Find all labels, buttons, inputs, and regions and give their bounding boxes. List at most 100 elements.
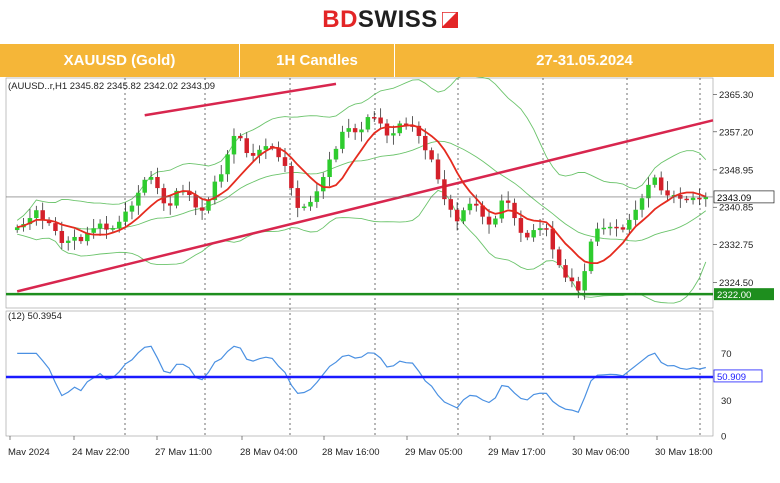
candle-body-100 — [652, 177, 658, 185]
candle-body-15 — [110, 228, 116, 230]
candle-body-36 — [244, 138, 249, 154]
candle-body-35 — [238, 135, 243, 139]
candle-body-22 — [155, 177, 160, 189]
candle-body-64 — [423, 135, 428, 151]
candle-body-42 — [282, 157, 288, 166]
candle-body-82 — [537, 228, 543, 231]
candle-body-75 — [493, 218, 498, 225]
rsi-label: (12) 50.3954 — [8, 311, 62, 322]
time-label-5: 29 Mav 05:00 — [405, 447, 463, 458]
candle-body-93 — [607, 226, 613, 229]
moving-average-line — [16, 124, 707, 264]
rsi-tick-label-3: 0 — [721, 432, 726, 443]
candle-body-90 — [588, 241, 594, 272]
candle-body-39 — [263, 146, 269, 150]
candle-body-53 — [352, 128, 358, 133]
chart-header-bar: XAUUSD (Gold) 1H Candles 27-31.05.2024 — [0, 44, 775, 77]
price-tick-label-3: 2340.85 — [719, 203, 753, 214]
rsi-panel-frame — [5, 310, 714, 437]
candle-body-28 — [193, 195, 198, 208]
candle-body-3 — [34, 210, 39, 219]
candle-body-60 — [397, 123, 402, 134]
candle-body-72 — [474, 203, 479, 206]
candle-body-58 — [384, 123, 390, 136]
candle-body-74 — [486, 216, 492, 225]
candle-body-101 — [658, 177, 664, 191]
candle-body-17 — [123, 211, 128, 222]
main-panel-frame — [5, 77, 714, 309]
candle-body-12 — [91, 228, 96, 233]
time-label-2: 27 Mav 11:00 — [155, 447, 212, 458]
candle-body-16 — [116, 221, 122, 229]
candle-body-27 — [187, 190, 192, 195]
rsi-current-box — [713, 369, 763, 383]
candle-body-55 — [365, 117, 371, 130]
candle-body-106 — [690, 197, 696, 201]
time-label-1: 24 Mav 22:00 — [72, 447, 130, 458]
candle-body-38 — [257, 149, 262, 156]
candle-body-8 — [65, 240, 71, 243]
candle-body-19 — [136, 192, 141, 206]
candle-body-88 — [576, 281, 581, 291]
bollinger-upper-band — [16, 77, 707, 221]
bollinger-lower-band — [17, 189, 707, 304]
candle-body-51 — [340, 131, 345, 149]
time-label-8: 30 Mav 18:00 — [655, 447, 713, 458]
candle-body-46 — [308, 201, 313, 207]
rsi-line — [17, 345, 706, 413]
candle-body-24 — [167, 203, 173, 206]
time-label-4: 28 Mav 16:00 — [322, 447, 380, 458]
candle-body-48 — [321, 177, 326, 192]
candle-body-41 — [276, 147, 281, 158]
candle-body-92 — [601, 227, 607, 230]
price-tick-label-2: 2348.95 — [719, 165, 753, 176]
logo-mark-icon — [441, 12, 458, 28]
price-tick-label-1: 2357.20 — [719, 127, 753, 138]
candle-body-23 — [161, 188, 167, 204]
header-timeframe: 1H Candles — [240, 44, 395, 77]
candle-body-96 — [627, 219, 632, 230]
rsi-current-label: 50.909 — [717, 372, 746, 383]
candle-body-76 — [499, 200, 505, 219]
candle-body-31 — [212, 181, 218, 201]
candle-body-67 — [442, 179, 447, 200]
candle-body-105 — [684, 198, 689, 201]
time-label-0: Mav 2024 — [8, 447, 50, 458]
candle-body-20 — [142, 179, 147, 193]
candle-body-87 — [569, 277, 575, 282]
candle-body-32 — [218, 174, 224, 182]
candle-body-37 — [250, 153, 256, 156]
price-tick-label-5: 2324.50 — [719, 278, 753, 289]
candle-body-6 — [53, 223, 58, 231]
candle-body-65 — [429, 150, 434, 160]
candle-body-98 — [639, 198, 645, 210]
time-label-6: 29 Mav 17:00 — [488, 447, 546, 458]
candle-body-50 — [333, 148, 339, 160]
candle-body-33 — [225, 154, 230, 175]
candle-body-43 — [289, 165, 294, 189]
logo-swiss: SWISS — [357, 6, 438, 33]
candle-body-11 — [85, 232, 90, 242]
candle-body-18 — [129, 205, 135, 212]
candle-body-68 — [448, 199, 453, 210]
current-price-box — [713, 190, 775, 204]
rsi-tick-label-0: 70 — [721, 349, 732, 360]
logo-bd: BD — [322, 6, 358, 33]
candle-body-49 — [327, 159, 332, 178]
time-label-7: 30 Mav 06:00 — [572, 447, 630, 458]
candle-body-77 — [505, 200, 511, 203]
candle-body-10 — [78, 236, 84, 242]
candle-body-95 — [620, 227, 626, 230]
candle-body-91 — [595, 228, 600, 242]
candle-body-99 — [646, 184, 651, 199]
candle-body-9 — [72, 236, 77, 241]
candle-body-25 — [174, 190, 179, 206]
candle-body-34 — [231, 135, 237, 155]
chart-info-line: (AUUSD..r,H1 2345.82 2345.82 2342.02 234… — [8, 81, 215, 92]
candle-body-13 — [97, 223, 103, 229]
candle-body-56 — [372, 117, 377, 119]
candle-body-97 — [633, 209, 638, 220]
support-price-box — [714, 288, 774, 301]
candle-body-83 — [544, 228, 549, 230]
candle-body-73 — [480, 205, 485, 217]
